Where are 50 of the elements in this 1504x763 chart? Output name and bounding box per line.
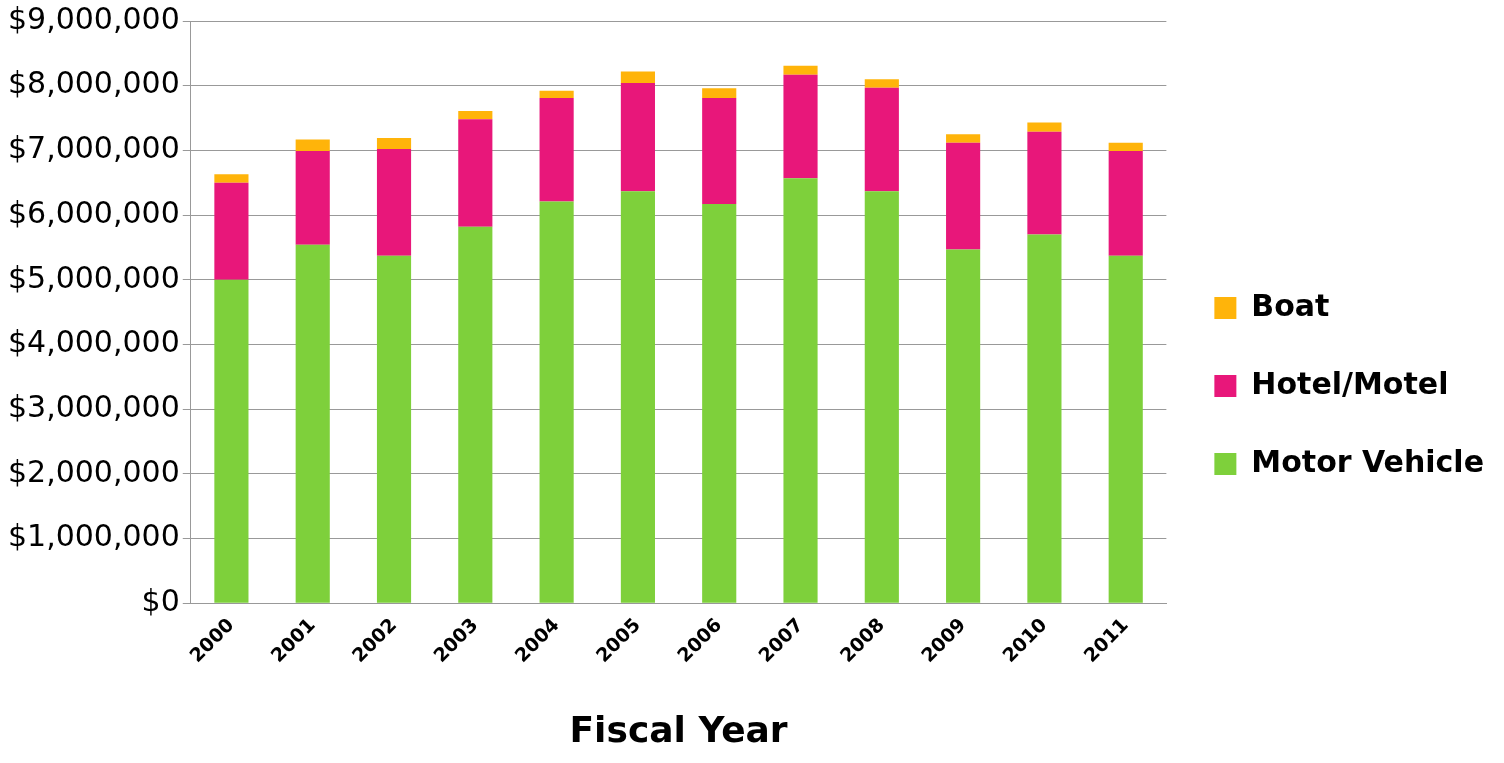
x-axis-title: Fiscal Year xyxy=(569,708,788,750)
y-tick-label: $1,000,000 xyxy=(7,518,180,554)
legend-label: Hotel/Motel xyxy=(1251,365,1449,401)
bar xyxy=(1108,142,1143,152)
y-tick-label: $6,000,000 xyxy=(7,194,180,230)
bar xyxy=(539,90,574,98)
bar xyxy=(214,279,249,603)
bar xyxy=(458,119,493,227)
bar xyxy=(539,201,574,603)
y-tick-label: $4,000,000 xyxy=(7,324,180,360)
y-tick-label: $0 xyxy=(141,583,180,619)
bar xyxy=(864,79,899,88)
bar xyxy=(1027,122,1062,132)
bar xyxy=(214,174,249,183)
bar xyxy=(702,88,737,98)
bar xyxy=(376,149,412,256)
y-tick-label: $7,000,000 xyxy=(7,130,180,166)
bar xyxy=(783,178,818,603)
bar xyxy=(458,226,493,603)
bar xyxy=(946,142,981,250)
bar xyxy=(1027,131,1062,235)
bar xyxy=(1027,234,1062,603)
bar xyxy=(702,204,737,603)
y-tick-label: $8,000,000 xyxy=(7,65,180,101)
bar xyxy=(214,182,249,280)
bar xyxy=(783,74,818,179)
legend-label: Motor Vehicle xyxy=(1251,443,1485,479)
y-tick-label: $5,000,000 xyxy=(7,259,180,295)
y-tick-label: $2,000,000 xyxy=(7,453,180,489)
bar xyxy=(783,65,818,75)
bar xyxy=(864,87,899,192)
bar xyxy=(1108,255,1143,603)
bar xyxy=(1108,151,1143,256)
bar xyxy=(946,249,981,603)
bar xyxy=(620,83,655,192)
bar xyxy=(864,191,899,603)
y-tick-label: $3,000,000 xyxy=(7,388,180,424)
legend-label: Boat xyxy=(1251,287,1330,323)
bar xyxy=(458,110,493,120)
bar xyxy=(702,97,737,205)
bar xyxy=(376,138,412,150)
bar xyxy=(946,134,981,143)
bar xyxy=(295,244,330,603)
y-tick-label: $9,000,000 xyxy=(7,0,180,36)
bar xyxy=(620,191,655,603)
bar xyxy=(295,139,330,152)
bar xyxy=(295,151,330,245)
bar xyxy=(539,97,574,202)
bar xyxy=(620,71,655,84)
bar xyxy=(376,255,412,603)
